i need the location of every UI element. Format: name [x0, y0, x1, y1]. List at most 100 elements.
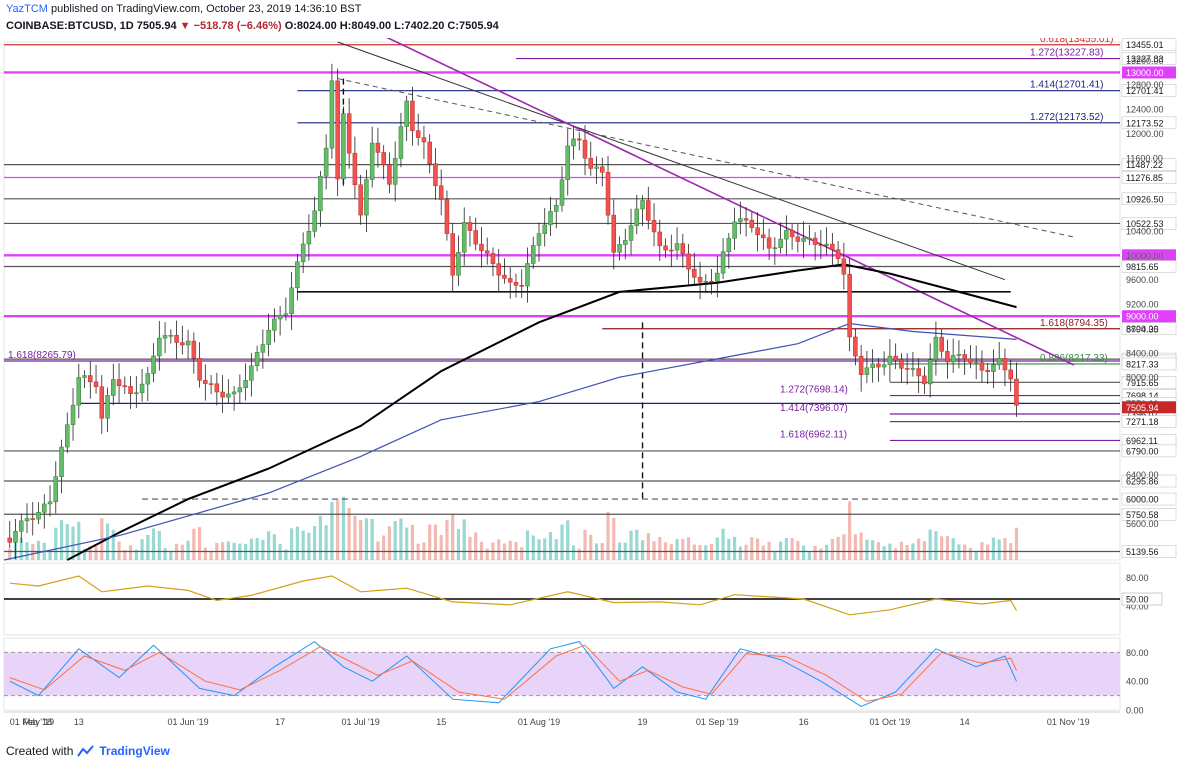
volume-bar	[865, 539, 869, 560]
candle-body	[65, 424, 70, 448]
volume-bar	[347, 508, 351, 560]
publish-header: YazTCM published on TradingView.com, Oct…	[6, 3, 361, 15]
volume-bar	[439, 535, 443, 560]
candle-body	[973, 362, 979, 364]
candle-body	[369, 142, 375, 180]
candle-body	[870, 363, 875, 369]
volume-bar	[727, 539, 731, 560]
candle-body	[47, 501, 53, 505]
candle-body	[461, 222, 467, 253]
volume-bar	[635, 529, 639, 560]
volume-bar	[203, 547, 207, 560]
volume-bar	[899, 541, 904, 560]
volume-bar	[744, 544, 748, 560]
axis-level-tag	[1121, 444, 1177, 458]
candle-body	[438, 185, 444, 200]
candle-body	[772, 247, 778, 249]
level-label: 1.414(12701.41)	[1030, 80, 1103, 91]
candle-body	[634, 208, 640, 226]
candle-body	[306, 231, 312, 245]
candle-body	[139, 383, 145, 394]
volume-bar	[732, 536, 737, 560]
candle-body	[628, 225, 634, 241]
volume-bar	[485, 548, 489, 560]
volume-bar	[8, 548, 12, 560]
author-link[interactable]: YazTCM	[6, 3, 48, 15]
candle-body	[122, 385, 128, 387]
time-axis-tick: 13	[74, 717, 84, 727]
volume-bar	[301, 530, 305, 560]
candle-body	[979, 362, 985, 371]
axis-level-text: 8217.33	[1126, 359, 1159, 369]
volume-bar	[997, 539, 1001, 560]
candle-body	[968, 358, 973, 363]
volume-bar	[646, 533, 650, 560]
volume-bar	[790, 538, 794, 560]
axis-level-text: 10000.00	[1126, 251, 1164, 261]
rsi-level-text: 50.00	[1126, 595, 1149, 605]
candle-body	[853, 336, 858, 357]
candle-body	[473, 230, 478, 245]
candle-body	[111, 379, 116, 396]
candle-body	[496, 263, 501, 276]
candle-body	[726, 238, 732, 253]
volume-bar	[928, 529, 932, 560]
candle-body	[295, 261, 300, 289]
time-axis-tick: 16	[799, 717, 809, 727]
candle-body	[519, 285, 524, 287]
axis-level-text: 7396.07	[1126, 409, 1159, 419]
candle-body	[795, 236, 801, 242]
level-label: 1.272(13227.83)	[1030, 48, 1103, 59]
candle-body	[577, 138, 582, 141]
candle-body	[226, 393, 231, 398]
candle-body	[651, 220, 657, 233]
stoch-d-line	[9, 644, 1017, 702]
stoch-axis-tick: 40.00	[1126, 677, 1149, 687]
candle-body	[421, 137, 427, 143]
candle-body	[237, 387, 243, 393]
volume-bar	[1003, 538, 1007, 560]
candle-body	[479, 243, 484, 252]
axis-level-tag	[1121, 192, 1177, 206]
candle-body	[692, 268, 697, 278]
volume-bar	[543, 538, 547, 560]
volume-bar	[146, 534, 150, 560]
price-chart[interactable]: 0.618(13455.01) 13455.01 1.272(13227.83) 13…	[0, 38, 1180, 738]
candle-body	[939, 336, 944, 352]
volume-bar	[807, 551, 811, 560]
price-axis-tick: 12000.00	[1126, 129, 1164, 139]
volume-bar	[272, 534, 276, 560]
candle-body	[490, 253, 496, 264]
tradingview-logo-icon	[77, 745, 95, 757]
volume-bar	[830, 538, 834, 560]
volume-bar	[128, 545, 133, 560]
volume-bar	[968, 548, 973, 560]
price-axis-tick: 10000.00	[1126, 251, 1164, 261]
current-price-tag	[1122, 401, 1176, 414]
price-axis-tick: 10400.00	[1126, 226, 1164, 236]
level-label: 1.272(12173.52)	[1030, 112, 1103, 123]
candle-body	[358, 184, 363, 216]
sma-200-line	[3, 322, 1017, 561]
tradingview-brand[interactable]: TradingView	[99, 744, 170, 758]
candle-body	[185, 340, 191, 346]
candle-body	[801, 238, 806, 242]
axis-level-tag	[1121, 158, 1177, 171]
volume-bar	[520, 547, 524, 560]
volume-bar	[479, 541, 484, 560]
volume-bar	[922, 541, 927, 560]
time-axis-tick: 14	[960, 717, 970, 727]
volume-bar	[65, 524, 69, 560]
candle-body	[99, 386, 105, 419]
price-panel-frame	[3, 41, 1121, 561]
last-price: 7505.94	[136, 20, 177, 32]
volume-bar	[819, 548, 823, 560]
candle-body	[778, 238, 783, 248]
candle-body	[375, 142, 381, 153]
candle-body	[59, 446, 64, 477]
axis-level-text: 7271.18	[1126, 417, 1159, 427]
time-axis-tick: 01 Aug '19	[518, 717, 560, 727]
volume-bar	[284, 549, 288, 560]
stoch-axis-tick: 0.00	[1126, 706, 1144, 716]
candle-body	[93, 381, 99, 388]
